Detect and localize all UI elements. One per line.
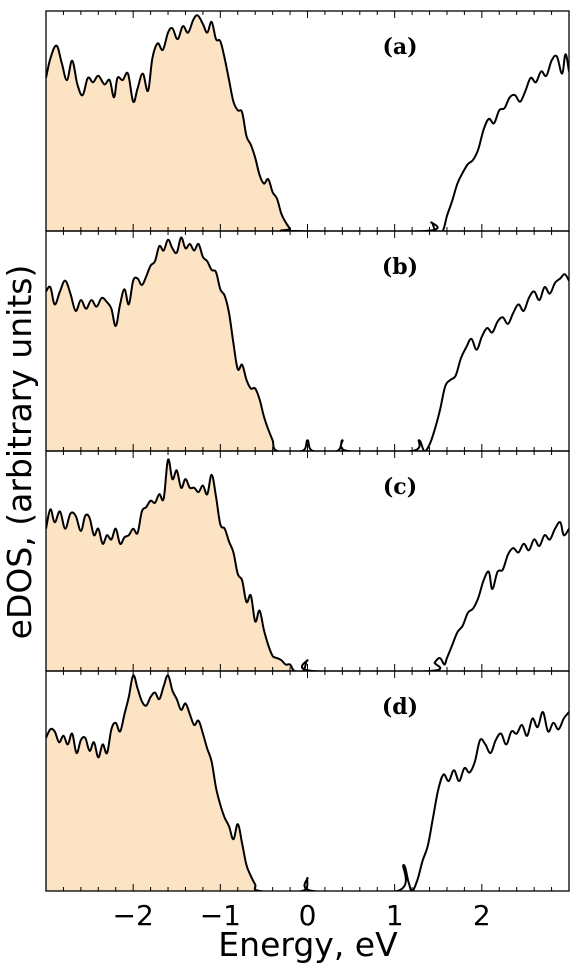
y-axis-title: eDOS, (arbitrary units)	[0, 265, 39, 640]
panel-label: (b)	[382, 254, 418, 280]
panel-b: (b)	[45, 230, 570, 452]
occupied-fill-area	[46, 15, 292, 231]
occupied-fill-area	[46, 237, 277, 451]
panel-c: (c)	[45, 450, 570, 672]
dos-curve	[46, 236, 569, 451]
x-tick-labels: −2 −1 0 1 2	[113, 899, 491, 932]
panel-a: (a)	[45, 10, 570, 232]
x-tick-label: 2	[473, 899, 491, 932]
dos-curve	[46, 458, 569, 671]
occupied-fill-area	[46, 675, 260, 891]
panel-d: (d)	[45, 670, 570, 892]
panel-label: (a)	[382, 34, 417, 60]
x-tick-label: −1	[200, 899, 241, 932]
dos-curve	[46, 14, 569, 231]
x-axis-title: Energy, eV	[218, 925, 398, 964]
panels-layer: (a) (b) (c) (d)	[45, 10, 570, 892]
x-tick-label: 0	[299, 899, 317, 932]
panel-label: (c)	[383, 474, 417, 500]
dos-curve	[46, 674, 569, 891]
panel-label: (d)	[382, 694, 418, 720]
x-tick-label: −2	[113, 899, 154, 932]
x-tick-label: 1	[386, 899, 404, 932]
occupied-fill-area	[46, 459, 295, 671]
